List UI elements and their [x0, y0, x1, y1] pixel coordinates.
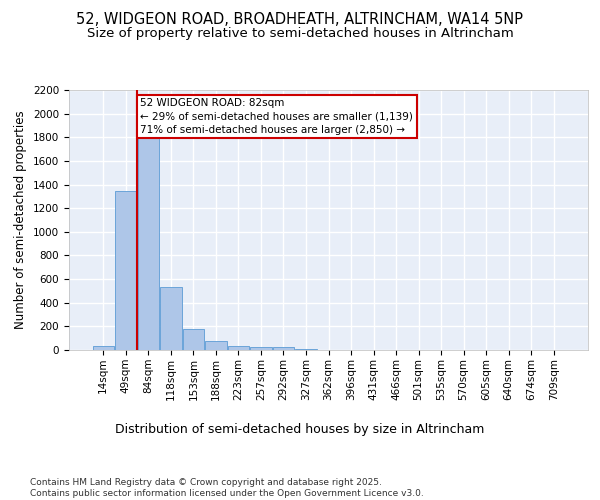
- Bar: [228, 346, 249, 350]
- Bar: [92, 346, 114, 350]
- Bar: [273, 348, 294, 350]
- Bar: [115, 191, 137, 350]
- Text: 52 WIDGEON ROAD: 82sqm
← 29% of semi-detached houses are smaller (1,139)
71% of : 52 WIDGEON ROAD: 82sqm ← 29% of semi-det…: [140, 98, 413, 134]
- Text: Size of property relative to semi-detached houses in Altrincham: Size of property relative to semi-detach…: [86, 28, 514, 40]
- Bar: [205, 340, 227, 350]
- Text: 52, WIDGEON ROAD, BROADHEATH, ALTRINCHAM, WA14 5NP: 52, WIDGEON ROAD, BROADHEATH, ALTRINCHAM…: [77, 12, 523, 28]
- Bar: [295, 348, 317, 350]
- Bar: [250, 346, 272, 350]
- Bar: [160, 287, 182, 350]
- Text: Contains HM Land Registry data © Crown copyright and database right 2025.
Contai: Contains HM Land Registry data © Crown c…: [30, 478, 424, 498]
- Bar: [182, 330, 204, 350]
- Bar: [137, 138, 159, 350]
- Y-axis label: Number of semi-detached properties: Number of semi-detached properties: [14, 110, 28, 330]
- Text: Distribution of semi-detached houses by size in Altrincham: Distribution of semi-detached houses by …: [115, 422, 485, 436]
